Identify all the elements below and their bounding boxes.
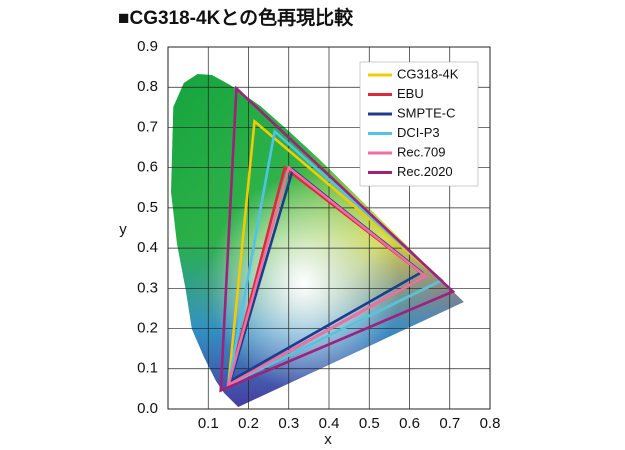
y-tick-label: 0.6 [137,159,158,176]
y-tick-label: 0.3 [137,279,158,296]
legend: CG318-4K EBU SMPTE-C DCI-P3 Rec.709 Rec.2020 [368,66,459,179]
legend-box [359,61,479,187]
x-tick-label: 0.1 [198,415,219,432]
x-tick-label: 0.2 [238,415,259,432]
y-tick-label: 0.5 [137,199,158,216]
chart-title: ■CG318-4Kとの色再現比較 [118,6,354,29]
x-tick-label: 0.3 [278,415,299,432]
y-tick-label: 0.7 [137,118,158,135]
x-tick-label: 0.5 [359,415,380,432]
x-tick-label: 0.4 [319,415,340,432]
legend-label: SMPTE-C [397,105,456,120]
y-tick-label: 0.0 [137,400,158,417]
x-tick-label: 0.6 [399,415,420,432]
x-axis-label: x [324,431,332,448]
y-tick-label: 0.4 [137,239,158,256]
plot-frame [167,46,491,410]
y-tick-label: 0.8 [137,78,158,95]
legend-label: Rec.2020 [397,164,453,179]
gamut-triangle [226,165,428,388]
y-tick-label: 0.9 [137,38,158,55]
x-tick-label: 0.7 [439,415,460,432]
legend-label: CG318-4K [397,66,459,81]
gamut-triangle [226,128,445,388]
y-tick-label: 0.2 [137,320,158,337]
y-axis-label: y [119,221,127,238]
legend-label: EBU [397,86,424,101]
gamut-triangle [219,85,456,393]
legend-label: Rec.709 [397,144,445,159]
x-tick-label: 0.8 [480,415,501,432]
legend-label: DCI-P3 [397,125,440,140]
y-tick-label: 0.1 [137,360,158,377]
gamuts [219,85,456,393]
